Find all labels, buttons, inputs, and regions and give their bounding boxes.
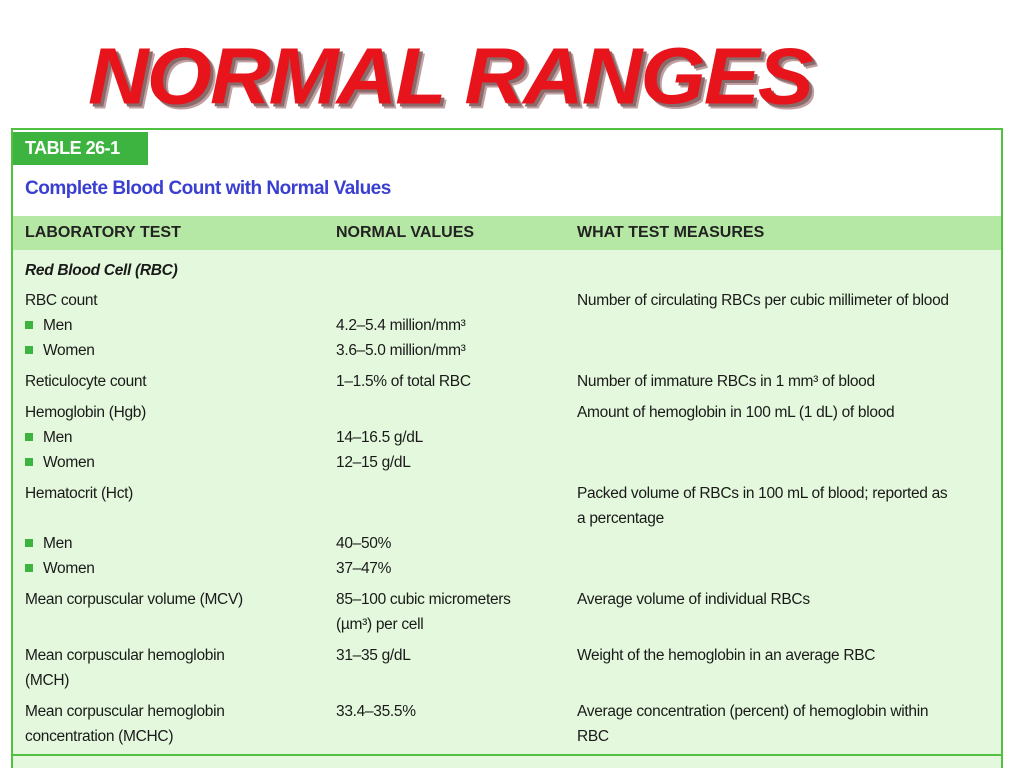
measures: Packed volume of RBCs in 100 mL of blood… [577,485,948,527]
bullet [25,539,33,547]
normal-value: 1–1.5% of total RBC [336,373,471,390]
table-box: TABLE 26-1 Complete Blood Count with Nor… [11,128,1003,768]
normal-value: 85–100 cubic micrometers (µm³) per cell [336,591,511,633]
measures: Amount of hemoglobin in 100 mL (1 dL) of… [577,404,895,421]
table-tag: TABLE 26-1 [13,132,148,165]
sub-label: Men [43,317,73,334]
sub-label: Men [43,429,73,446]
sub-test: Women [25,450,260,475]
normal-value: 14–16.5 g/dL [336,429,423,446]
normal-value [336,400,536,425]
sub-test: Men [25,425,260,450]
row: Hematocrit (Hct) Packed volume of RBCs in… [25,481,995,581]
row: Reticulocyte count 1–1.5% of total RBC Num… [25,369,995,394]
bullet [25,564,33,572]
measures: Average volume of individual RBCs [577,591,810,608]
normal-value: 40–50% [336,535,392,552]
test-name: Reticulocyte count [25,373,147,390]
sub-test: Women [25,556,260,581]
row: Mean corpuscular volume (MCV) 85–100 cubi… [25,587,995,637]
section-label: Red Blood Cell (RBC) [25,262,178,279]
spacer [577,313,957,338]
row: Mean corpuscular hemoglobin concentratio… [25,699,995,749]
normal-value: 37–47% [336,560,392,577]
normal-value: 3.6–5.0 million/mm³ [336,342,466,359]
test-name: RBC count [25,292,98,309]
bottom-rule [13,754,1001,756]
table-caption: Complete Blood Count with Normal Values [25,178,391,199]
sub-label: Men [43,535,73,552]
column-header: WHAT TEST MEASURES [577,224,765,241]
row: Hemoglobin (Hgb) Amount of hemoglobin in … [25,400,995,475]
table-top: TABLE 26-1 Complete Blood Count with Nor… [13,130,1001,216]
spacer [577,425,957,450]
test-name: Mean corpuscular hemoglobin concentratio… [25,703,225,745]
sub-label: Women [43,560,95,577]
bullet [25,321,33,329]
test-name: Mean corpuscular volume (MCV) [25,591,243,608]
normal-value: 4.2–5.4 million/mm³ [336,317,466,334]
measures: Number of immature RBCs in 1 mm³ of bloo… [577,373,875,390]
slide-title: NORMAL RANGES [88,31,814,121]
sub-test: Men [25,313,260,338]
measures: Average concentration (percent) of hemog… [577,703,929,745]
row: Mean corpuscular hemoglobin (MCH) 31–35 g… [25,643,995,693]
test-name: Mean corpuscular hemoglobin (MCH) [25,647,225,689]
normal-value: 12–15 g/dL [336,454,411,471]
bullet [25,346,33,354]
bullet [25,458,33,466]
sub-label: Women [43,342,95,359]
test-name: Hematocrit (Hct) [25,485,134,502]
table-body: Red Blood Cell (RBC) RBC count Number of c… [25,258,995,755]
spacer [577,531,957,556]
sub-test: Men [25,531,260,556]
test-name: Hemoglobin (Hgb) [25,404,146,421]
header-row: LABORATORY TEST NORMAL VALUES WHAT TEST ME… [13,216,1001,250]
normal-value: 31–35 g/dL [336,647,411,664]
sub-label: Women [43,454,95,471]
spacer [577,556,957,581]
column-header: NORMAL VALUES [336,224,475,241]
measures: Weight of the hemoglobin in an average R… [577,647,876,664]
spacer [577,338,957,363]
row: RBC count Number of circulating RBCs per … [25,288,995,363]
normal-value [336,481,536,531]
sub-test: Women [25,338,260,363]
normal-value [336,288,536,313]
normal-value: 33.4–35.5% [336,703,416,720]
bullet [25,433,33,441]
spacer [577,450,957,475]
column-header: LABORATORY TEST [25,224,181,241]
measures: Number of circulating RBCs per cubic mil… [577,292,949,309]
